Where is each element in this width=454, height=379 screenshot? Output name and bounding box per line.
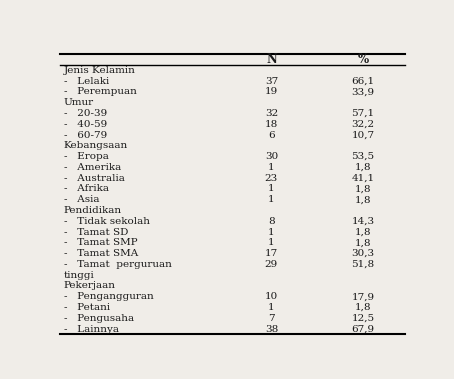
Text: -   Asia: - Asia [64,195,99,204]
Text: 12,5: 12,5 [351,314,375,323]
Text: 33,9: 33,9 [351,88,375,96]
Text: 10,7: 10,7 [351,130,375,139]
Text: -   Eropa: - Eropa [64,152,109,161]
Text: 67,9: 67,9 [351,324,375,334]
Text: -   Tamat SD: - Tamat SD [64,227,128,236]
Text: 8: 8 [268,217,275,226]
Text: 1,8: 1,8 [355,163,371,172]
Text: -   60-79: - 60-79 [64,130,107,139]
Text: Umur: Umur [64,98,94,107]
Text: -   Amerika: - Amerika [64,163,121,172]
Text: 51,8: 51,8 [351,260,375,269]
Text: -   Pengusaha: - Pengusaha [64,314,134,323]
Text: 1,8: 1,8 [355,185,371,193]
Text: -   Petani: - Petani [64,303,110,312]
Text: -   Afrika: - Afrika [64,185,109,193]
Text: -   Pengangguran: - Pengangguran [64,292,153,301]
Text: 38: 38 [265,324,278,334]
Text: 41,1: 41,1 [351,174,375,183]
Text: 17,9: 17,9 [351,292,375,301]
Text: -   Tamat SMP: - Tamat SMP [64,238,138,247]
Text: 6: 6 [268,130,275,139]
Text: -   20-39: - 20-39 [64,109,107,118]
Text: 1,8: 1,8 [355,238,371,247]
Text: -   Lainnya: - Lainnya [64,324,119,334]
Text: -   40-59: - 40-59 [64,120,107,129]
Text: -   Tamat  perguruan: - Tamat perguruan [64,260,172,269]
Text: -   Lelaki: - Lelaki [64,77,109,86]
Text: 37: 37 [265,77,278,86]
Text: 1: 1 [268,163,275,172]
Text: 19: 19 [265,88,278,96]
Text: -   Tamat SMA: - Tamat SMA [64,249,138,258]
Text: N: N [266,53,277,66]
Text: 53,5: 53,5 [351,152,375,161]
Text: 32: 32 [265,109,278,118]
Text: 14,3: 14,3 [351,217,375,226]
Text: 1,8: 1,8 [355,195,371,204]
Text: %: % [357,53,369,66]
Text: 30,3: 30,3 [351,249,375,258]
Text: 1: 1 [268,303,275,312]
Text: -   Perempuan: - Perempuan [64,88,137,96]
Text: -   Australia: - Australia [64,174,125,183]
Text: 1: 1 [268,227,275,236]
Text: tinggi: tinggi [64,271,94,280]
Text: Jenis Kelamin: Jenis Kelamin [64,66,136,75]
Text: Pendidikan: Pendidikan [64,206,122,215]
Text: 30: 30 [265,152,278,161]
Text: 29: 29 [265,260,278,269]
Text: 10: 10 [265,292,278,301]
Text: 1: 1 [268,185,275,193]
Text: 32,2: 32,2 [351,120,375,129]
Text: 1,8: 1,8 [355,303,371,312]
Text: 1: 1 [268,195,275,204]
Text: 66,1: 66,1 [351,77,375,86]
Text: 18: 18 [265,120,278,129]
Text: 23: 23 [265,174,278,183]
Text: 17: 17 [265,249,278,258]
Text: 57,1: 57,1 [351,109,375,118]
Text: 7: 7 [268,314,275,323]
Text: Pekerjaan: Pekerjaan [64,281,116,290]
Text: Kebangsaan: Kebangsaan [64,141,128,150]
Text: 1: 1 [268,238,275,247]
Text: 1,8: 1,8 [355,227,371,236]
Text: -   Tidak sekolah: - Tidak sekolah [64,217,150,226]
